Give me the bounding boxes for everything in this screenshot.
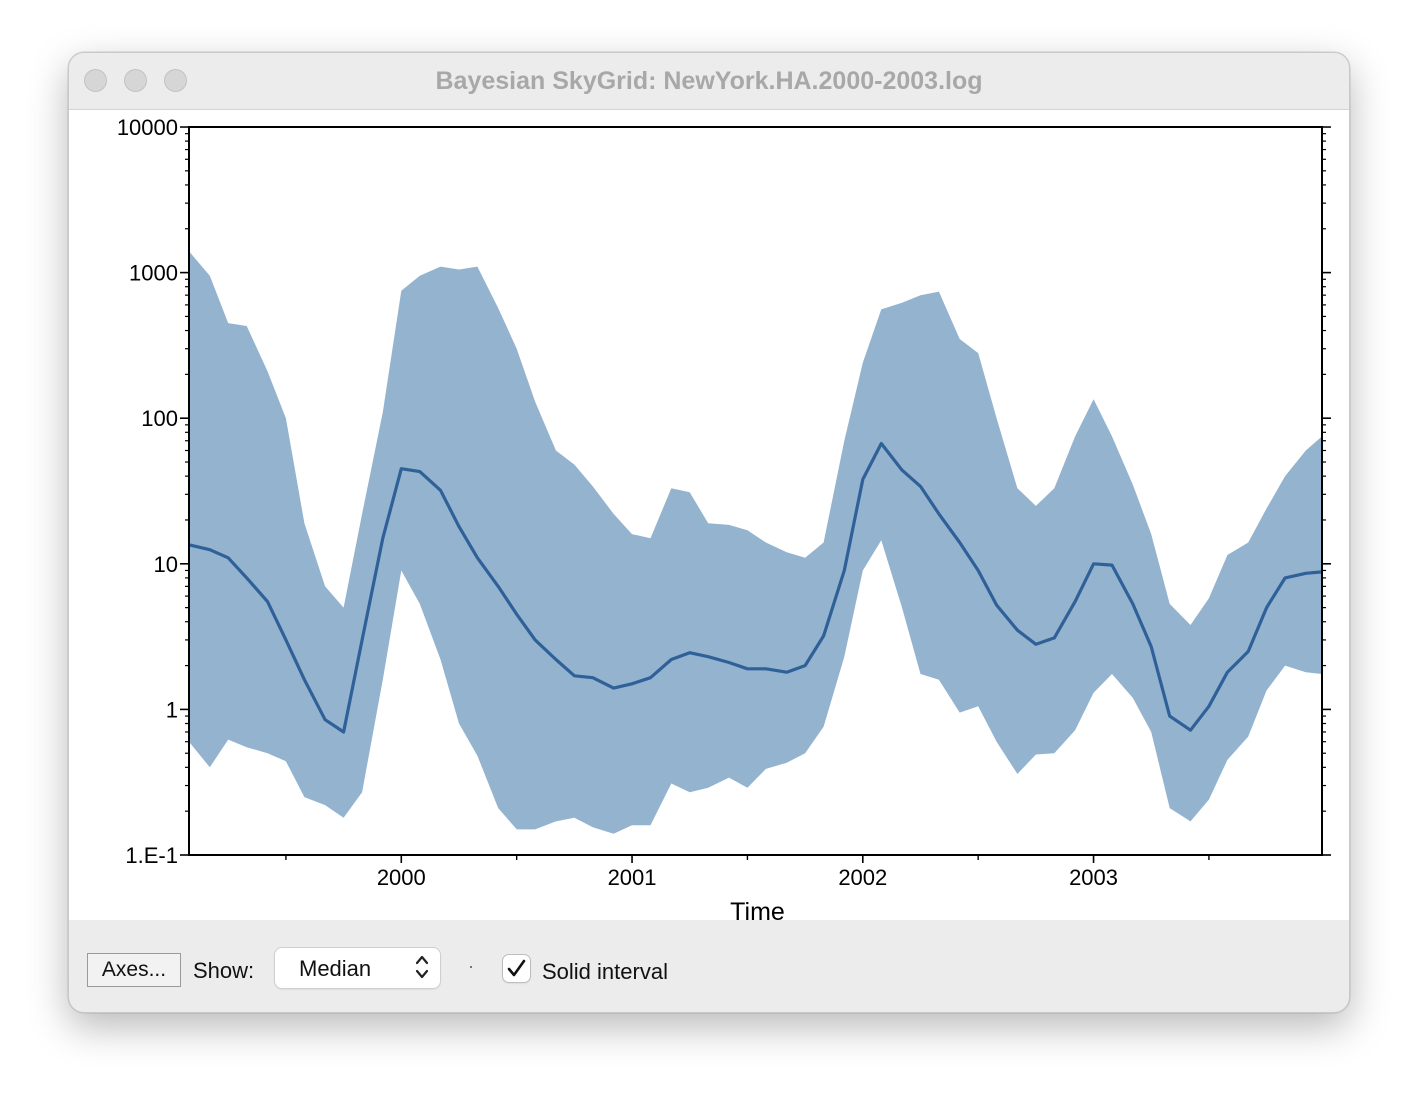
y-tick-label: 1.E-1 <box>125 843 178 868</box>
show-select-value: Median <box>299 956 372 981</box>
control-bar: Axes... Show: Median Solid interval <box>69 921 1349 1012</box>
window-title: Bayesian SkyGrid: NewYork.HA.2000-2003.l… <box>435 67 983 95</box>
y-tick-label: 1 <box>166 697 178 722</box>
updown-chevron-icon <box>415 955 429 979</box>
skygrid-window: Bayesian SkyGrid: NewYork.HA.2000-2003.l… <box>68 52 1350 1013</box>
show-select[interactable]: Median <box>275 948 440 988</box>
minimize-button[interactable] <box>124 69 147 92</box>
x-tick-label: 2000 <box>377 865 426 890</box>
y-tick-label: 1000 <box>129 261 178 286</box>
x-tick-label: 2002 <box>838 865 887 890</box>
skygrid-chart: 10000 1000 100 10 1 1.E-1 2000 2001 2002 2003 Time <box>117 115 1331 920</box>
y-tick-label: 10 <box>154 552 178 577</box>
x-tick-label: 2001 <box>608 865 657 890</box>
separator-dot <box>470 966 472 968</box>
x-tick-label: 2003 <box>1069 865 1118 890</box>
median-line <box>188 441 1323 734</box>
title-bar: Bayesian SkyGrid: NewYork.HA.2000-2003.l… <box>69 53 1349 110</box>
show-label: Show: <box>193 958 255 983</box>
credible-interval-band <box>189 251 1322 834</box>
zoom-button[interactable] <box>164 69 187 92</box>
x-axis-label: Time <box>730 898 785 920</box>
axes-button[interactable]: Axes... <box>87 953 181 987</box>
plot-frame <box>188 126 1323 856</box>
plot-area: 10000 1000 100 10 1 1.E-1 2000 2001 2002 2003 Time <box>69 110 1349 920</box>
checkmark-icon <box>507 959 526 977</box>
close-button[interactable] <box>84 69 107 92</box>
y-tick-label: 100 <box>141 406 178 431</box>
solid-interval-label: Solid interval <box>542 959 668 984</box>
solid-interval-checkbox[interactable] <box>503 955 530 982</box>
y-tick-label: 10000 <box>117 115 178 140</box>
